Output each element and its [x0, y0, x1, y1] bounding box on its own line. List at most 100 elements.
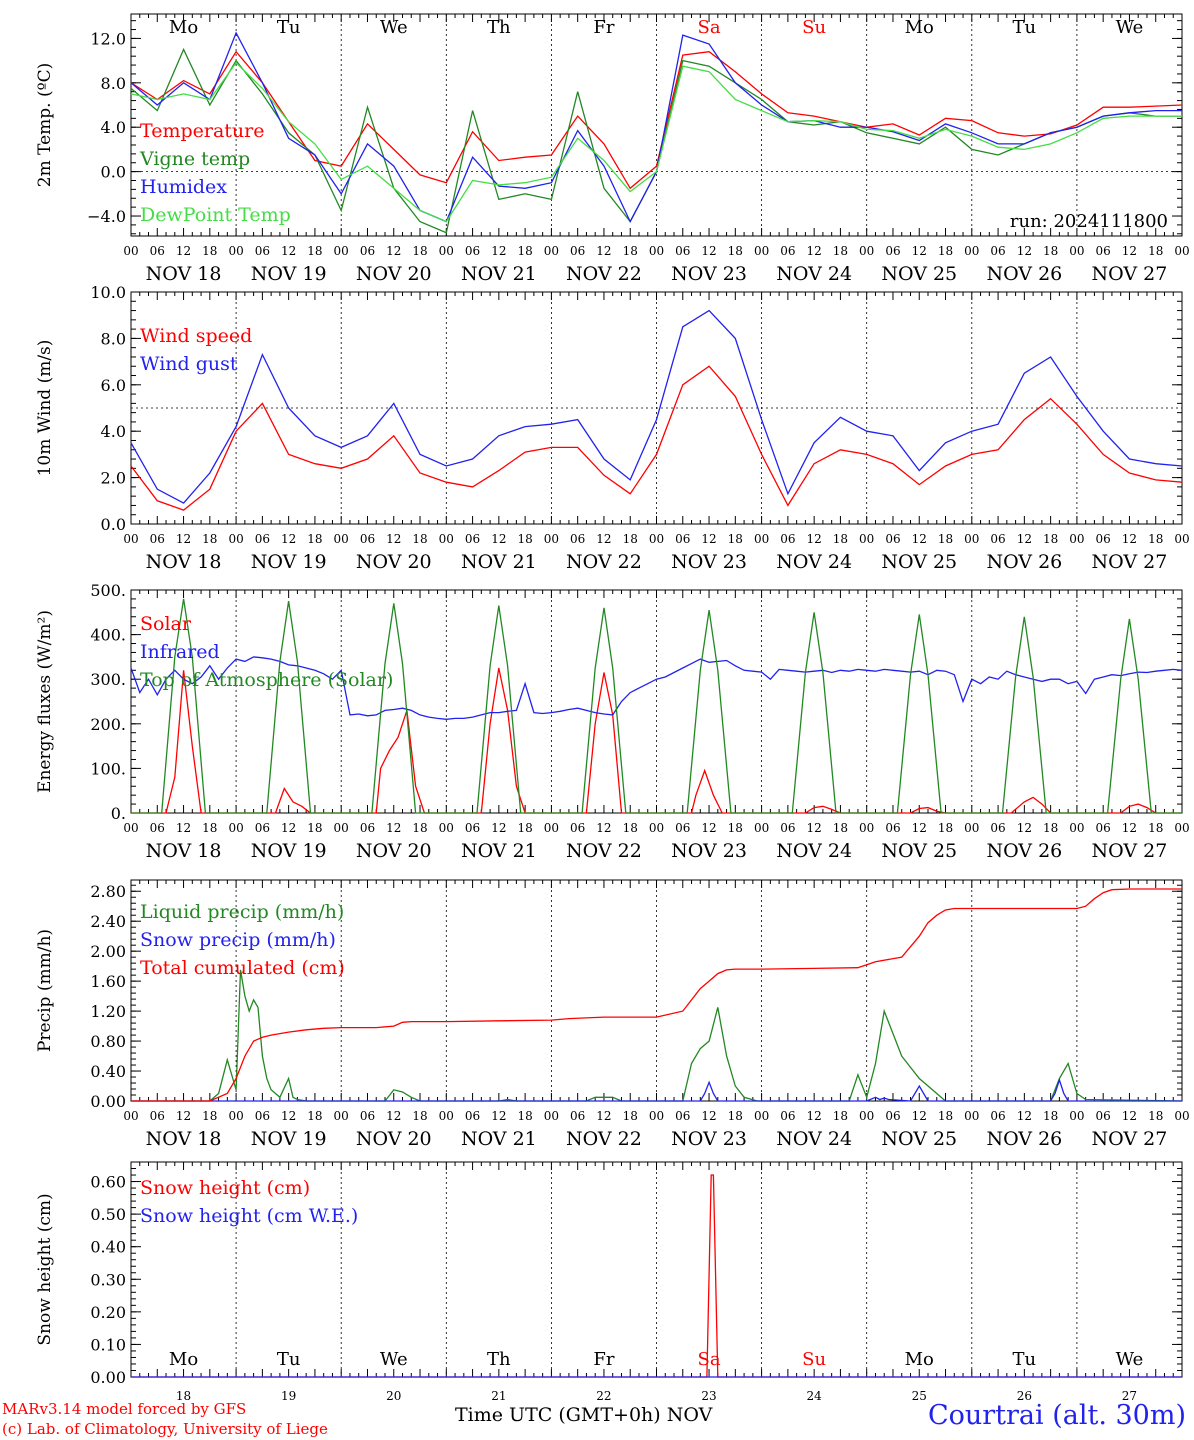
hour-tick-label: 06 — [780, 244, 795, 258]
y-tick-label: 2.80 — [90, 882, 126, 901]
weekday-label: We — [1116, 17, 1144, 38]
date-label: NOV 21 — [461, 551, 537, 573]
date-label: NOV 24 — [776, 551, 852, 573]
hour-tick-label: 18 — [517, 1109, 532, 1123]
weekday-label: Mo — [905, 17, 934, 38]
y-tick-label: 0.00 — [90, 1368, 126, 1387]
hour-tick-label: 00 — [964, 532, 979, 546]
date-label: NOV 26 — [986, 1128, 1062, 1150]
date-label: NOV 23 — [671, 263, 747, 285]
y-axis-label: Energy fluxes (W/m²) — [35, 610, 55, 793]
hour-tick-label: 00 — [544, 821, 559, 835]
hour-tick-label: 18 — [623, 821, 638, 835]
y-tick-label: 0.0 — [101, 515, 126, 534]
model-credit: MARv3.14 model forced by GFS — [2, 1400, 247, 1418]
hour-tick-label: 06 — [255, 1109, 270, 1123]
hour-tick-label: 18 — [1148, 821, 1163, 835]
hour-tick-label: 06 — [990, 244, 1005, 258]
hour-tick-label: 12 — [701, 244, 716, 258]
date-label: NOV 19 — [251, 840, 327, 862]
hour-tick-label: 18 — [202, 532, 217, 546]
weekday-label: Fr — [593, 17, 614, 38]
hour-tick-label: 00 — [334, 1109, 349, 1123]
hour-tick-label: 18 — [517, 821, 532, 835]
hour-tick-label: 12 — [1017, 821, 1032, 835]
day-number-label: 19 — [281, 1389, 296, 1403]
hour-tick-label: 06 — [360, 244, 375, 258]
month-label: NOV — [666, 1404, 713, 1426]
y-tick-label: 10.0 — [90, 283, 126, 302]
hour-tick-label: 06 — [675, 1109, 690, 1123]
y-tick-label: 0.40 — [90, 1238, 126, 1257]
x-axis-title-text: Time UTC (GMT+0h) — [455, 1404, 661, 1426]
hour-tick-label: 06 — [465, 244, 480, 258]
hour-tick-label: 12 — [912, 532, 927, 546]
hour-tick-label: 12 — [912, 244, 927, 258]
y-tick-label: 0.20 — [90, 1303, 126, 1322]
date-label: NOV 25 — [881, 1128, 957, 1150]
hour-tick-label: 12 — [1122, 244, 1137, 258]
hour-tick-label: 12 — [596, 532, 611, 546]
y-tick-label: 8.0 — [101, 329, 126, 348]
date-label: NOV 25 — [881, 840, 957, 862]
weekday-label: Su — [802, 17, 826, 38]
date-label: NOV 22 — [566, 263, 642, 285]
hour-tick-label: 00 — [228, 244, 243, 258]
hour-tick-label: 18 — [202, 821, 217, 835]
hour-tick-label: 00 — [1174, 1109, 1189, 1123]
hour-tick-label: 00 — [859, 532, 874, 546]
y-tick-label: 0.40 — [90, 1062, 126, 1081]
hour-tick-label: 00 — [123, 532, 138, 546]
date-label: NOV 27 — [1092, 263, 1168, 285]
hour-tick-label: 12 — [386, 532, 401, 546]
hour-tick-label: 18 — [728, 821, 743, 835]
hour-tick-label: 18 — [517, 244, 532, 258]
x-axis-title: Time UTC (GMT+0h) NOV — [455, 1404, 712, 1426]
date-label: NOV 26 — [986, 551, 1062, 573]
run-label: run: 2024111800 — [1010, 211, 1168, 232]
hour-tick-label: 06 — [360, 1109, 375, 1123]
hour-tick-label: 18 — [202, 244, 217, 258]
hour-tick-label: 06 — [150, 821, 165, 835]
hour-tick-label: 12 — [176, 821, 191, 835]
y-tick-label: 12.0 — [90, 29, 126, 48]
date-label: NOV 24 — [776, 263, 852, 285]
hour-tick-label: 00 — [439, 1109, 454, 1123]
hour-tick-label: 00 — [964, 1109, 979, 1123]
hour-tick-label: 00 — [1069, 244, 1084, 258]
hour-tick-label: 12 — [1122, 532, 1137, 546]
hour-tick-label: 06 — [780, 821, 795, 835]
day-number-label: 26 — [1017, 1389, 1032, 1403]
hour-tick-label: 18 — [833, 821, 848, 835]
hour-tick-label: 18 — [623, 532, 638, 546]
weekday-label: We — [380, 1349, 408, 1370]
legend-entry: Solar — [140, 613, 192, 635]
day-number-label: 23 — [701, 1389, 716, 1403]
hour-tick-label: 18 — [833, 532, 848, 546]
date-label: NOV 27 — [1092, 840, 1168, 862]
day-number-label: 25 — [912, 1389, 927, 1403]
hour-tick-label: 00 — [123, 1109, 138, 1123]
hour-tick-label: 06 — [885, 532, 900, 546]
weekday-label: Tu — [1013, 17, 1037, 38]
legend-entry: Snow height (cm) — [140, 1177, 310, 1199]
panel-4 — [130, 879, 1183, 1102]
hour-tick-label: 12 — [807, 244, 822, 258]
y-tick-label: 200. — [90, 715, 126, 734]
hour-tick-label: 12 — [807, 821, 822, 835]
y-tick-label: 0.50 — [90, 1205, 126, 1224]
date-label: NOV 24 — [776, 840, 852, 862]
hour-tick-label: 06 — [675, 821, 690, 835]
hour-tick-label: 18 — [412, 244, 427, 258]
hour-tick-label: 06 — [465, 532, 480, 546]
y-tick-label: 500. — [90, 581, 126, 600]
hour-tick-label: 18 — [728, 244, 743, 258]
date-label: NOV 18 — [146, 263, 222, 285]
hour-tick-label: 18 — [1043, 244, 1058, 258]
hour-tick-label: 06 — [780, 1109, 795, 1123]
panel-1 — [130, 13, 1183, 237]
y-tick-label: 2.00 — [90, 942, 126, 961]
hour-tick-label: 00 — [754, 821, 769, 835]
hour-tick-label: 12 — [491, 244, 506, 258]
weekday-label: We — [380, 17, 408, 38]
